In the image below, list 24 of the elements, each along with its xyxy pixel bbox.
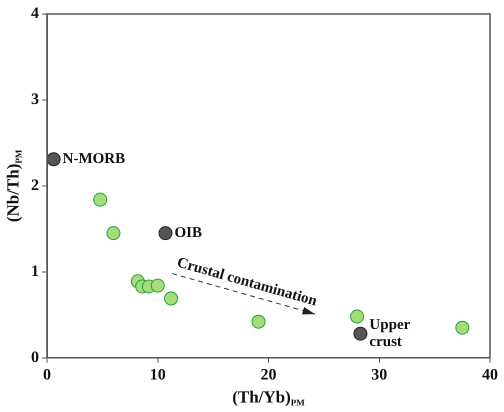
- x-tick-label: 0: [43, 366, 51, 384]
- y-axis-title: (Nb/Th)PM: [3, 149, 24, 222]
- y-tick-label: 0: [31, 348, 39, 366]
- y-tick-label: 4: [31, 5, 39, 22]
- x-tick-label: 10: [150, 366, 166, 384]
- point: [93, 192, 108, 207]
- annotation: Upper crust: [369, 317, 411, 350]
- point: [350, 310, 364, 324]
- point: [353, 326, 368, 341]
- annotation: OIB: [174, 225, 202, 242]
- point: [47, 152, 61, 166]
- annotation: N-MORB: [62, 151, 126, 168]
- point: [164, 291, 178, 306]
- y-tick-label: 2: [31, 177, 39, 194]
- x-tick-label: 40: [482, 366, 498, 384]
- point: [455, 320, 470, 335]
- y-tick-label: 1: [31, 262, 39, 280]
- point: [150, 278, 165, 293]
- point: [252, 314, 266, 329]
- y-tick-label: 3: [31, 91, 39, 108]
- point: [158, 226, 173, 240]
- x-tick-label: 30: [371, 366, 388, 384]
- x-tick-label: 20: [260, 366, 276, 384]
- point: [106, 226, 120, 240]
